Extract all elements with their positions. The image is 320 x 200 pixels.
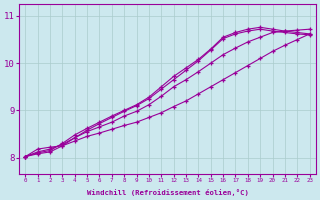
X-axis label: Windchill (Refroidissement éolien,°C): Windchill (Refroidissement éolien,°C) — [86, 189, 248, 196]
